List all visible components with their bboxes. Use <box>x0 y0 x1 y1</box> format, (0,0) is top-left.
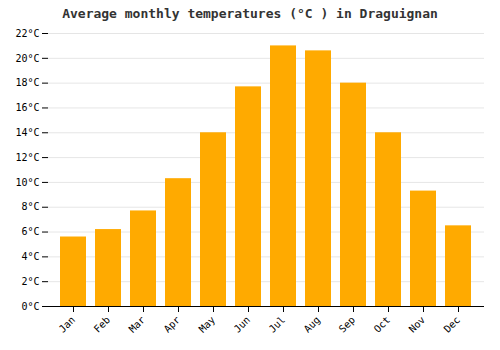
svg-text:18°C: 18°C <box>15 77 39 88</box>
svg-text:2°C: 2°C <box>21 276 39 287</box>
svg-text:8°C: 8°C <box>21 201 39 212</box>
svg-text:Aug: Aug <box>302 314 323 335</box>
svg-text:4°C: 4°C <box>21 251 39 262</box>
svg-text:Sep: Sep <box>337 314 358 335</box>
svg-text:20°C: 20°C <box>15 53 39 64</box>
svg-text:Nov: Nov <box>407 314 428 335</box>
svg-text:Feb: Feb <box>92 314 113 335</box>
svg-text:Jul: Jul <box>267 314 288 335</box>
svg-text:10°C: 10°C <box>15 177 39 188</box>
svg-text:16°C: 16°C <box>15 102 39 113</box>
svg-text:Dec: Dec <box>442 314 463 335</box>
svg-text:Oct: Oct <box>372 314 393 335</box>
svg-text:May: May <box>197 314 218 335</box>
svg-text:22°C: 22°C <box>15 28 39 39</box>
html-text:Average monthly temperatures (: Average monthly temperatures (°C ) in Dr… <box>62 6 438 21</box>
svg-text:Jun: Jun <box>232 314 253 335</box>
svg-text:6°C: 6°C <box>21 226 39 237</box>
svg-text:Mar: Mar <box>127 314 148 335</box>
svg-text:Jan: Jan <box>57 314 78 335</box>
svg-text:Apr: Apr <box>162 314 183 335</box>
svg-text:0°C: 0°C <box>21 301 39 312</box>
svg-text:12°C: 12°C <box>15 152 39 163</box>
svg-text:14°C: 14°C <box>15 127 39 138</box>
